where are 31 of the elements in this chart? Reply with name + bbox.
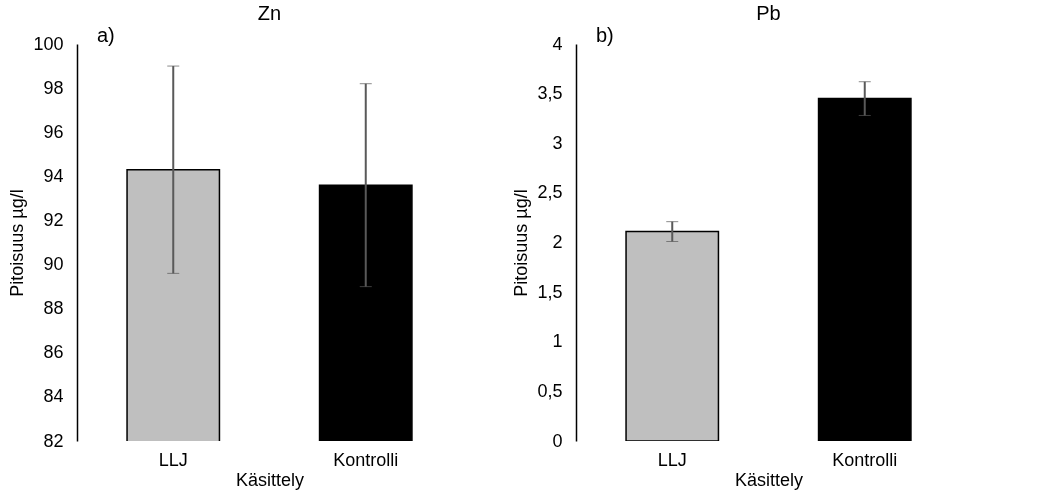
y-tick-label: 100 [33,33,64,54]
y-tick-label: 90 [43,254,64,275]
y-tick-label: 92 [43,209,64,230]
y-tick-label: 4 [552,33,563,54]
x-tick-label: LLJ [158,449,188,470]
y-tick-label: 84 [43,386,64,407]
y-axis-title: Pitoisuus µg/l [7,189,28,297]
x-axis-title: Käsittely [734,469,804,490]
x-tick-label: Kontrolli [333,449,399,470]
y-tick-label: 1 [552,331,563,352]
x-axis-title: Käsittely [235,469,305,490]
chart-title: Pb [756,2,781,24]
y-tick-label: 0 [552,430,563,451]
y-tick-label: 1,5 [537,281,563,302]
y-tick-label: 96 [43,121,64,142]
x-tick-label: Kontrolli [832,449,898,470]
y-tick-label: 3,5 [537,83,563,104]
y-tick-label: 88 [43,298,64,319]
chart-title: Zn [257,2,282,24]
y-axis-title: Pitoisuus µg/l [511,189,532,297]
y-tick-label: 3 [552,132,563,153]
annotation: a) [97,24,115,46]
y-tick-label: 82 [43,430,64,451]
y-tick-label: 2 [552,232,563,252]
y-tick-label: 2,5 [537,182,563,203]
x-tick-label: LLJ [657,449,687,470]
y-tick-label: 94 [43,165,64,186]
y-tick-label: 98 [43,77,64,98]
y-tick-label: 0,5 [537,380,563,401]
y-tick-label: 86 [43,342,64,363]
annotation: b) [596,24,614,46]
